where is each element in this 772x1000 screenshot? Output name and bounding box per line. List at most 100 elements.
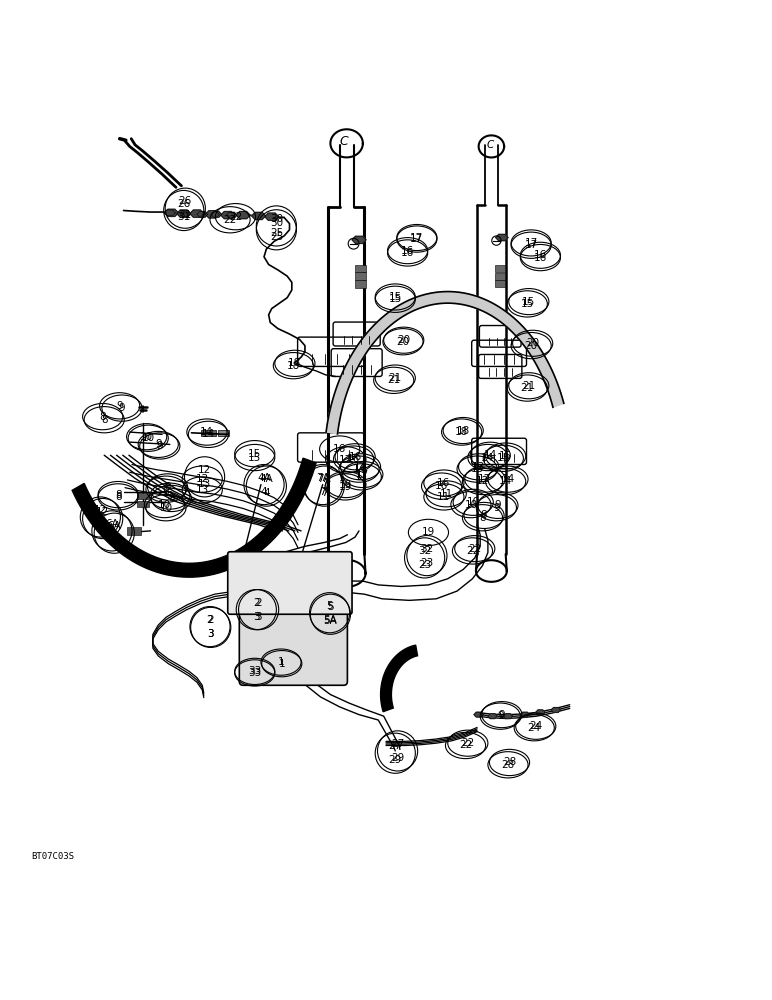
Polygon shape [381,645,418,712]
Polygon shape [177,210,191,217]
Text: 17: 17 [410,233,424,243]
Text: 18: 18 [455,427,469,437]
Bar [137,501,149,507]
Bar [496,273,505,280]
Text: 29: 29 [391,753,405,763]
Text: 9: 9 [117,401,123,411]
Text: 6: 6 [111,535,117,545]
Text: 5A: 5A [323,616,337,626]
Polygon shape [326,292,564,434]
Polygon shape [164,210,175,216]
Text: 8: 8 [115,492,121,502]
Text: 9: 9 [155,439,161,449]
Text: 26: 26 [178,196,192,206]
Text: 15: 15 [496,453,510,463]
Text: 4A: 4A [257,473,271,483]
Text: 12: 12 [198,465,212,475]
Text: 15: 15 [522,297,536,307]
Text: 18: 18 [456,426,470,436]
Text: 22: 22 [461,738,475,748]
Text: 9: 9 [157,441,163,451]
Text: 29: 29 [388,755,402,765]
Polygon shape [190,210,204,217]
Polygon shape [536,710,545,715]
Text: 16: 16 [533,253,547,263]
Text: 18: 18 [286,361,300,371]
Text: 13: 13 [470,464,484,474]
Polygon shape [236,212,250,219]
Text: 5: 5 [327,601,333,611]
Text: 13: 13 [93,519,107,529]
Text: 14: 14 [499,476,513,486]
FancyBboxPatch shape [228,552,352,614]
Text: 25: 25 [269,232,283,242]
Text: 10: 10 [157,500,171,510]
Bar [496,280,505,287]
Text: 26: 26 [177,199,191,209]
Polygon shape [474,712,483,717]
Text: 14: 14 [201,429,215,439]
Text: 15: 15 [248,449,262,459]
Text: 22: 22 [223,215,237,225]
Text: 10: 10 [159,503,173,513]
Polygon shape [221,212,235,219]
Text: 17: 17 [524,240,538,250]
Text: 33: 33 [248,668,262,678]
Text: 17: 17 [524,238,538,248]
Text: 12: 12 [478,474,492,484]
Text: 32: 32 [418,546,432,556]
Text: 14: 14 [352,464,366,474]
Polygon shape [205,211,219,218]
Text: 8: 8 [163,484,169,494]
Text: 2: 2 [207,615,213,625]
Text: 23: 23 [420,558,434,568]
FancyBboxPatch shape [239,604,347,685]
Text: 16: 16 [347,454,361,464]
Text: 9: 9 [495,500,501,510]
Text: 16: 16 [401,248,415,258]
Text: 16: 16 [533,250,547,260]
Text: 10: 10 [466,497,480,507]
Text: 11: 11 [437,492,451,502]
Bar [218,430,229,436]
Text: 4: 4 [261,487,267,497]
Text: 21: 21 [520,383,534,393]
Text: 21: 21 [387,375,401,385]
Text: 12: 12 [476,476,489,486]
Text: 12: 12 [96,507,110,517]
Text: 7: 7 [320,487,326,497]
Text: 6A: 6A [107,521,121,531]
Text: 28: 28 [501,760,515,770]
Text: 10: 10 [464,500,478,510]
Text: 19: 19 [339,480,353,490]
Polygon shape [197,212,208,217]
Text: 6A: 6A [105,519,119,529]
Bar [355,272,366,280]
Text: 4A: 4A [259,474,273,484]
Text: 2: 2 [256,598,262,608]
Text: 14: 14 [483,450,497,460]
Text: 20: 20 [396,337,410,347]
Text: 17: 17 [354,472,368,482]
Polygon shape [226,212,237,218]
Text: 16: 16 [401,246,415,256]
Text: 27: 27 [391,739,405,749]
Polygon shape [164,209,178,216]
Text: 10: 10 [141,433,155,443]
Text: 20: 20 [397,335,411,345]
Text: 14: 14 [200,427,214,437]
Text: 12: 12 [195,474,209,484]
Text: 24: 24 [527,723,541,733]
Bar [137,493,149,499]
Text: 25: 25 [269,228,283,238]
Text: 6: 6 [109,533,115,543]
Text: 3: 3 [253,612,259,622]
Text: 21: 21 [522,381,536,391]
Bar [201,430,216,436]
Text: 17: 17 [356,470,370,480]
Text: 8: 8 [479,513,486,523]
Text: 27: 27 [388,741,402,751]
Polygon shape [551,708,560,712]
Text: 7: 7 [321,488,327,498]
Polygon shape [180,211,191,216]
